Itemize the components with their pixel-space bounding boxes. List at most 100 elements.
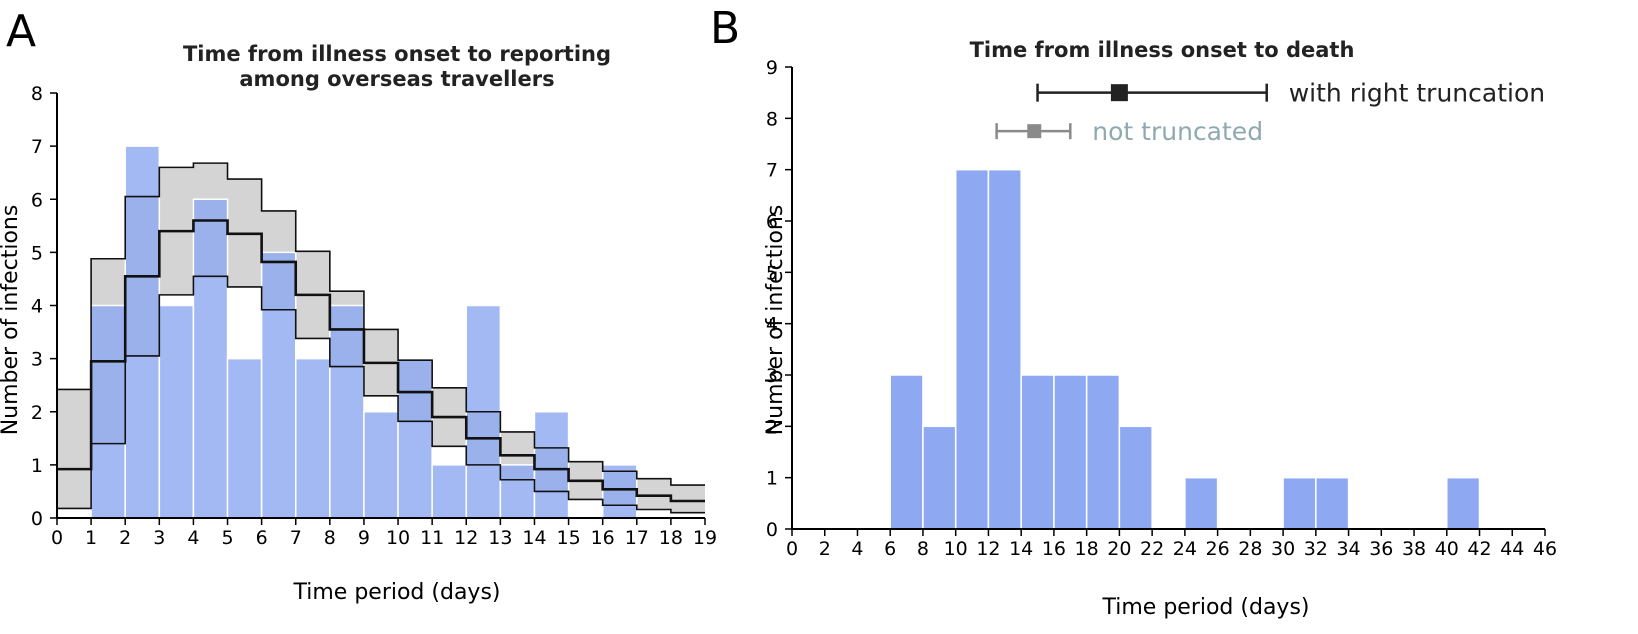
panel-a-bar: [192, 198, 229, 519]
panel-b-y-tick-label: 4: [766, 314, 778, 336]
panel-b-y-tick-label: 8: [766, 108, 778, 130]
panel-a-x-tick-label: 7: [290, 527, 302, 549]
panel-b-x-tick-label: 34: [1336, 538, 1360, 560]
estimate-label: with right truncation: [1289, 79, 1545, 108]
panel-a-y-tick-label: 4: [31, 296, 43, 318]
panel-b-x-tick-label: 36: [1369, 538, 1393, 560]
panel-b-x-tick-label: 20: [1107, 538, 1131, 560]
panel-b-x-tick-label: 16: [1042, 538, 1066, 560]
panel-b-x-tick-label: 26: [1206, 538, 1230, 560]
panel-a-bar: [294, 357, 331, 519]
panel-a-x-tick-label: 3: [153, 527, 165, 549]
panel-a-title-line2: among overseas travellers: [239, 67, 554, 91]
panel-a-median-line: [57, 219, 705, 503]
panel-a-y-tick-label: 0: [31, 508, 43, 530]
panel-a-bar: [397, 357, 433, 519]
panel-a-x-tick-label: 0: [51, 527, 63, 549]
panel-b-plot-area: 0 2 4 6 8 10 12 14 16 18 20 22 24 26 28 30 32 34 36 38 40 42 4…: [766, 57, 1557, 560]
panel-a-y-axis-label: Number of infections: [0, 205, 23, 436]
panel-a-bar: [226, 357, 263, 519]
panel-b-x-tick-label: 24: [1173, 538, 1197, 560]
panel-a-bar: [431, 464, 468, 519]
panel-a-title-line1: Time from illness onset to reporting: [183, 42, 611, 66]
panel-a-bar: [329, 304, 365, 519]
panel-a-y-tick-label: 1: [31, 455, 43, 477]
panel-a-x-tick-label: 1: [85, 527, 97, 549]
panel-b-x-tick-label: 40: [1435, 538, 1459, 560]
panel-a-x-tick-label: 19: [693, 527, 717, 549]
panel-b-y-tick-label: 7: [766, 160, 778, 182]
panel-b-bar: [954, 168, 990, 530]
panel-a-bar: [158, 304, 195, 519]
panel-a-bar: [533, 411, 570, 519]
panel-a-bar: [90, 304, 126, 519]
panel-b-x-tick-label: 4: [851, 538, 863, 560]
panel-b-x-tick-label: 30: [1271, 538, 1295, 560]
panel-b-y-tick-label: 1: [766, 468, 778, 490]
panel-a-y-tick-label: 2: [31, 402, 43, 424]
panel-b-y-tick-label: 3: [766, 365, 778, 387]
panel-b-y-tick-label: 9: [766, 57, 778, 79]
panel-a-y-tick-label: 8: [31, 83, 43, 105]
panel-b-y-tick-label: 2: [766, 416, 778, 438]
panel-a-y-tick-label: 6: [31, 189, 43, 211]
panel-b-bar: [1315, 476, 1350, 530]
estimate-point-marker: [1110, 84, 1128, 102]
panel-b-bar: [1282, 476, 1317, 530]
panel-b-letter: B: [710, 3, 740, 54]
panel-b-bar: [1085, 374, 1121, 530]
panel-a-x-tick-label: 14: [522, 527, 546, 549]
panel-a-x-tick-label: 8: [324, 527, 336, 549]
panel-a-lower-bound-line: [57, 275, 705, 514]
panel-b-bar: [1184, 476, 1219, 530]
panel-b-x-tick-label: 32: [1304, 538, 1328, 560]
panel-b-x-tick-label: 10: [944, 538, 968, 560]
panel-a-x-tick-label: 10: [386, 527, 410, 549]
panel-b-x-tick-label: 42: [1467, 538, 1491, 560]
panel-a-y-tick-label: 3: [31, 349, 43, 371]
panel-b-bar: [1053, 374, 1088, 530]
panel-b-y-tick-label: 6: [766, 211, 778, 233]
panel-b-title: Time from illness onset to death: [970, 38, 1355, 62]
panel-b-bar: [1020, 374, 1055, 530]
panel-a-bar: [499, 464, 536, 519]
panel-a-bar: [124, 145, 161, 519]
panel-a-x-tick-label: 5: [221, 527, 233, 549]
panel-b-x-tick-label: 2: [819, 538, 831, 560]
panel-b-estimates-legend: with right truncation not truncated: [995, 79, 1545, 146]
panel-a-y-tick-label: 5: [31, 242, 43, 264]
panel-b-x-tick-label: 14: [1009, 538, 1033, 560]
panel-b-bar: [1118, 425, 1153, 530]
panel-b-x-tick-label: 6: [884, 538, 896, 560]
panel-a-x-tick-label: 2: [119, 527, 131, 549]
panel-a-x-tick-label: 4: [187, 527, 199, 549]
panel-b-bar: [889, 374, 924, 530]
panel-a-bar: [260, 251, 297, 519]
panel-b-x-tick-label: 0: [786, 538, 798, 560]
panel-b-x-tick-label: 28: [1238, 538, 1262, 560]
panel-a-x-tick-label: 16: [591, 527, 615, 549]
panel-a-x-tick-label: 15: [556, 527, 580, 549]
panel-a-x-axis-label: Time period (days): [292, 580, 500, 605]
panel-a-x-tick-label: 18: [659, 527, 683, 549]
panel-a-bar: [601, 464, 638, 519]
panel-a-x-tick-label: 11: [420, 527, 444, 549]
panel-b-x-tick-label: 46: [1533, 538, 1557, 560]
panel-b-x-tick-label: 38: [1402, 538, 1426, 560]
panel-b-bar: [922, 425, 957, 530]
estimate-point-marker: [1027, 124, 1042, 139]
panel-b-x-tick-label: 44: [1500, 538, 1524, 560]
panel-a-x-tick-label: 6: [256, 527, 268, 549]
panel-a-x-tick-label: 9: [358, 527, 370, 549]
panel-b-x-tick-label: 22: [1140, 538, 1164, 560]
panel-b-bar: [987, 168, 1022, 530]
panel-b-bar: [1446, 476, 1481, 530]
panel-a-letter: A: [6, 6, 36, 57]
panel-b-y-tick-label: 0: [766, 519, 778, 541]
panel-b-x-axis-label: Time period (days): [1101, 595, 1309, 620]
panel-a-y-tick-label: 7: [31, 136, 43, 158]
panel-b-y-axis-label: Number of infections: [763, 205, 788, 436]
